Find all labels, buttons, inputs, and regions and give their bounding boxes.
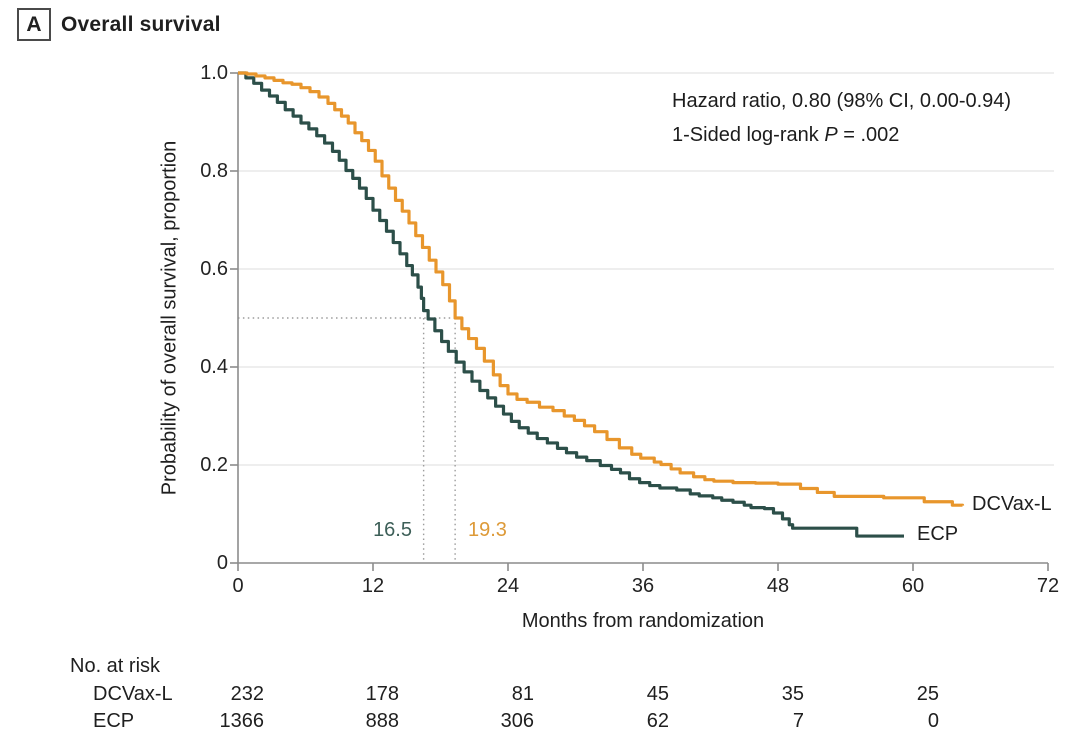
- y-tick-label-0.4: 0.4: [200, 356, 228, 378]
- median-label-dcvax: 19.3: [468, 519, 507, 541]
- at-risk-count-ECP-month-12: 888: [365, 710, 399, 732]
- at-risk-title: No. at risk: [70, 655, 161, 677]
- at-risk-count-ECP-month-0: 1366: [219, 710, 265, 732]
- x-tick-label-24: 24: [496, 575, 520, 597]
- at-risk-count-DCVax-L-month-48: 35: [781, 683, 804, 705]
- panel-title: Overall survival: [61, 12, 221, 36]
- km-curve-ECP: [238, 71, 904, 538]
- at-risk-count-DCVax-L-month-60: 25: [916, 683, 939, 705]
- km-curve-DCVax-L: [238, 71, 965, 507]
- at-risk-count-DCVax-L-month-0: 232: [230, 683, 264, 705]
- at-risk-count-DCVax-L-month-12: 178: [365, 683, 399, 705]
- curve-label-dcvax: DCVax-L: [972, 493, 1052, 515]
- y-tick-label-0.8: 0.8: [200, 160, 228, 182]
- at-risk-count-DCVax-L-month-36: 45: [646, 683, 669, 705]
- at-risk-count-ECP-month-60: 0: [927, 710, 939, 732]
- at-risk-count-ECP-month-36: 62: [646, 710, 669, 732]
- x-tick-label-48: 48: [766, 575, 790, 597]
- median-label-ecp: 16.5: [373, 519, 412, 541]
- x-tick-label-0: 0: [232, 575, 244, 597]
- y-tick-label-0.2: 0.2: [200, 454, 228, 476]
- panel-header: A Overall survival: [17, 8, 221, 41]
- log-rank-line: 1-Sided log-rank P = .002: [672, 118, 1011, 152]
- log-rank-prefix: 1-Sided log-rank: [672, 124, 825, 146]
- y-tick-label-0.6: 0.6: [200, 258, 228, 280]
- log-rank-p-symbol: P: [824, 124, 838, 146]
- hazard-ratio-line: Hazard ratio, 0.80 (98% CI, 0.00-0.94): [672, 90, 1012, 112]
- curve-label-ecp: ECP: [917, 523, 959, 545]
- x-tick-label-60: 60: [901, 575, 925, 597]
- x-tick-label-72: 72: [1036, 575, 1060, 597]
- y-tick-label-0: 0: [216, 552, 228, 574]
- at-risk-count-ECP-month-24: 306: [500, 710, 534, 732]
- y-tick-label-1.0: 1.0: [200, 62, 228, 84]
- at-risk-rowname-dcvax: DCVax-L: [93, 683, 173, 705]
- x-axis-title: Months from randomization: [521, 610, 765, 632]
- log-rank-suffix: = .002: [837, 124, 900, 146]
- at-risk-count-ECP-month-48: 7: [792, 710, 804, 732]
- panel-letter-badge: A: [17, 8, 51, 41]
- hazard-ratio-annotation: Hazard ratio, 0.80 (98% CI, 0.00-0.94) 1…: [672, 84, 1011, 152]
- at-risk-rowname-ecp: ECP: [93, 710, 135, 732]
- at-risk-count-DCVax-L-month-24: 81: [511, 683, 534, 705]
- x-tick-label-12: 12: [361, 575, 385, 597]
- y-axis-title: Probability of overall survival, proport…: [158, 140, 181, 496]
- x-tick-label-36: 36: [631, 575, 655, 597]
